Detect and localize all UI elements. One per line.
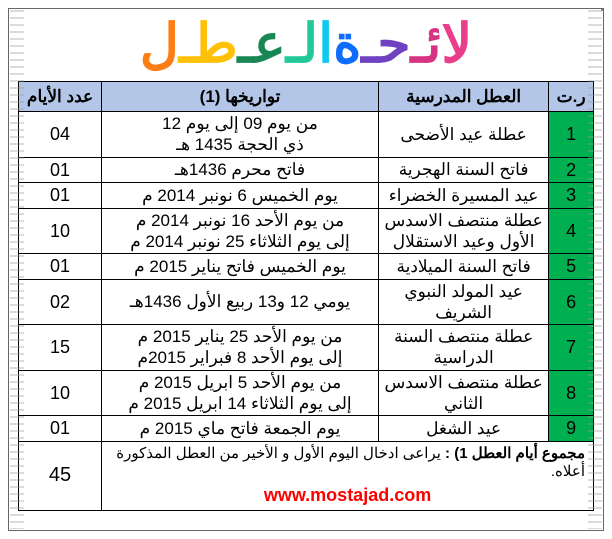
left-ornament xyxy=(10,10,24,529)
page-frame xyxy=(8,8,604,531)
right-ornament xyxy=(588,10,602,529)
